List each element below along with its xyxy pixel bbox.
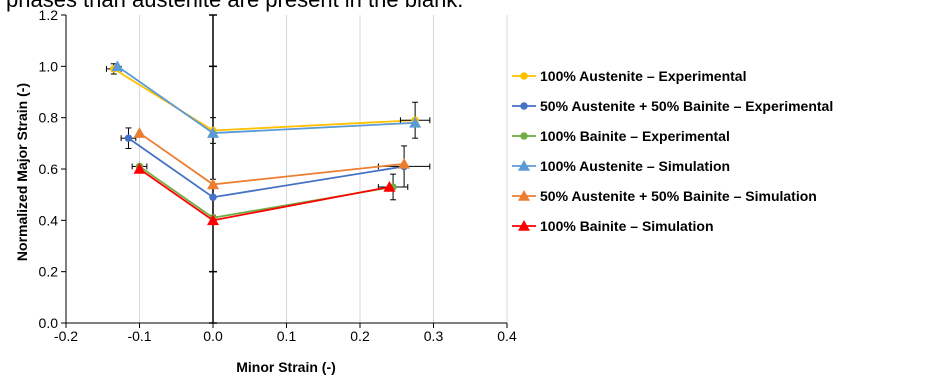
y-tick-label: 0.4 <box>39 212 59 228</box>
legend-label: 100% Bainite – Simulation <box>540 218 714 234</box>
x-tick-label: 0.3 <box>424 328 444 344</box>
data-point <box>409 116 422 128</box>
series-3 <box>111 60 422 138</box>
data-point <box>209 193 217 201</box>
legend-entry-1: 50% Austenite + 50% Bainite – Experiment… <box>512 98 833 114</box>
legend-marker <box>520 72 528 80</box>
data-point <box>207 127 219 138</box>
legend-entry-2: 100% Bainite – Experimental <box>512 128 730 144</box>
data-point <box>207 214 219 226</box>
series-line <box>138 168 390 222</box>
legend-label: 100% Bainite – Experimental <box>540 128 730 144</box>
center-error-bar <box>209 14 217 324</box>
series-5 <box>133 163 396 226</box>
y-tick-label: 1.2 <box>39 7 59 23</box>
data-point <box>133 127 146 138</box>
legend-entry-4: 50% Austenite + 50% Bainite – Simulation <box>512 188 817 204</box>
x-tick-label: 0.4 <box>497 328 517 344</box>
legend-entry-5: 100% Bainite – Simulation <box>512 218 714 234</box>
x-tick-label: -0.1 <box>127 328 151 344</box>
data-point <box>124 134 133 142</box>
data-point <box>398 157 411 169</box>
x-tick-label: -0.2 <box>54 328 78 344</box>
series-0 <box>105 63 431 144</box>
tick-labels: 0.0 0.2 0.4 0.6 0.8 1.0 1.2 -0.2 -0.1 0.0 0.1 0.2 0.… <box>39 7 517 344</box>
y-tick-label: 0.8 <box>39 110 59 126</box>
legend: 100% Austenite – Experimental 50% Austeni… <box>512 68 833 234</box>
legend-label: 100% Austenite – Experimental <box>540 68 746 84</box>
x-tick-label: 0.1 <box>277 328 297 344</box>
axes <box>61 14 508 328</box>
x-tick-label: 0.0 <box>203 328 223 344</box>
data-point <box>383 180 396 192</box>
series-1 <box>120 127 431 216</box>
legend-label: 50% Austenite + 50% Bainite – Simulation <box>540 188 817 204</box>
series-4 <box>133 127 411 190</box>
legend-entry-3: 100% Austenite – Simulation <box>512 158 730 174</box>
grid-lines <box>139 15 508 323</box>
legend-marker <box>520 132 528 140</box>
data-point <box>207 178 219 190</box>
y-axis-title: Normalized Major Strain (-) <box>14 83 30 261</box>
legend-marker <box>518 190 530 201</box>
data-point <box>133 163 146 174</box>
x-tick-label: 0.2 <box>350 328 370 344</box>
data-point <box>111 60 124 72</box>
series-line <box>138 132 405 186</box>
series-layer <box>105 60 431 226</box>
legend-entry-0: 100% Austenite – Experimental <box>512 68 746 84</box>
legend-label: 50% Austenite + 50% Bainite – Experiment… <box>540 98 833 114</box>
figure-caption: phases than austenite are present in the… <box>6 0 463 13</box>
y-tick-label: 0.0 <box>39 315 59 331</box>
y-tick-label: 1.0 <box>39 58 59 74</box>
legend-marker <box>518 220 530 231</box>
x-axis-title: Minor Strain (-) <box>236 359 336 375</box>
legend-marker <box>518 160 530 171</box>
series-line <box>113 68 416 132</box>
y-tick-label: 0.2 <box>39 264 59 280</box>
legend-label: 100% Austenite – Simulation <box>540 158 730 174</box>
legend-marker <box>520 102 528 110</box>
y-tick-label: 0.6 <box>39 161 59 177</box>
